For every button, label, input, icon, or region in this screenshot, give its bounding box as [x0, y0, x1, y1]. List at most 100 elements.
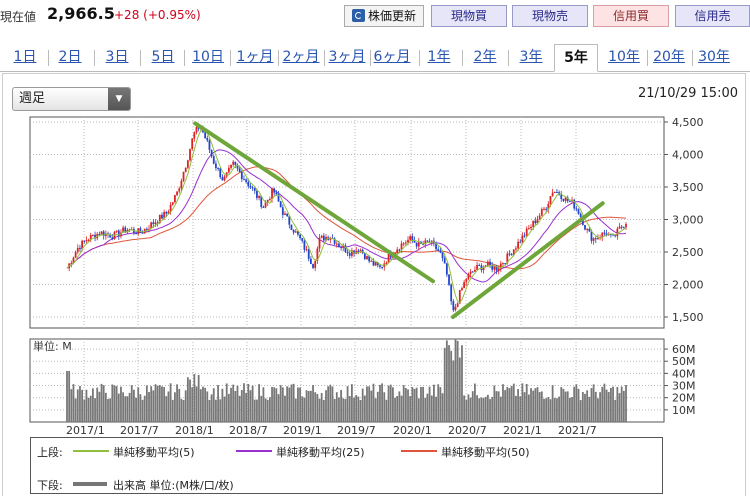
volume-bar — [178, 388, 181, 422]
candle-body — [486, 261, 489, 266]
candle-body — [601, 232, 604, 238]
candle-body — [372, 260, 375, 266]
volume-bar — [577, 388, 580, 422]
candle-body — [566, 197, 569, 202]
candle-body — [141, 232, 144, 234]
tab-period-10[interactable]: 2年 — [473, 49, 497, 65]
candle-body — [385, 262, 388, 264]
volume-bar — [284, 395, 286, 422]
candle-body — [206, 138, 209, 141]
volume-bar — [471, 391, 474, 422]
volume-bar — [83, 399, 86, 422]
candle-body — [387, 253, 390, 263]
volume-bar — [435, 396, 437, 422]
candle-body — [89, 234, 92, 240]
volume-bar — [294, 398, 297, 422]
volume-bar — [176, 384, 178, 422]
candle-body — [182, 171, 185, 181]
volume-bar — [368, 386, 371, 422]
candle-body — [564, 197, 567, 201]
volume-bar — [420, 386, 422, 422]
tab-period-9[interactable]: 1年 — [427, 49, 451, 65]
update-price-button[interactable]: 株価更新 — [344, 5, 424, 27]
volume-bar — [184, 390, 187, 422]
candle-body — [435, 243, 437, 250]
volume-bar — [512, 383, 515, 422]
volume-bar — [102, 385, 105, 422]
candle-body — [256, 190, 258, 198]
volume-bar — [273, 387, 276, 422]
volume-bar — [266, 399, 269, 422]
tab-period-8[interactable]: 6ヶ月 — [373, 49, 411, 65]
volume-bar — [331, 386, 334, 422]
volume-bar — [454, 338, 457, 422]
volume-bar — [148, 391, 150, 422]
spot-buy-button[interactable]: 現物買 — [431, 5, 507, 27]
candle-body — [417, 241, 420, 247]
volume-bar — [411, 386, 414, 422]
candle-body — [316, 248, 319, 262]
candle-body — [454, 306, 457, 311]
volume-bar — [448, 345, 450, 422]
volume-bar — [413, 388, 416, 422]
tab-period-7[interactable]: 3ヶ月 — [328, 49, 366, 65]
volume-bar — [452, 360, 455, 422]
volume-bar — [558, 396, 560, 422]
volume-bar — [422, 386, 425, 422]
volume-bar — [316, 393, 319, 422]
candle-body — [180, 180, 183, 189]
candle-body — [357, 250, 360, 253]
candle-body — [139, 228, 142, 233]
volume-bar — [357, 396, 360, 422]
volume-bar — [340, 389, 343, 422]
interval-select[interactable]: 週足 ▼ — [12, 87, 131, 111]
candle-body — [161, 214, 163, 219]
candle-body — [508, 253, 511, 255]
volume-bar — [329, 384, 332, 422]
tab-period-1[interactable]: 2日 — [58, 49, 82, 65]
volume-bar — [521, 383, 524, 422]
volume-bar — [392, 387, 394, 422]
volume-bar — [486, 394, 489, 422]
margin-sell-button[interactable]: 信用売 — [675, 5, 750, 27]
tab-period-4[interactable]: 10日 — [192, 49, 224, 65]
volume-bar — [167, 391, 170, 422]
tab-period-13[interactable]: 10年 — [608, 49, 640, 65]
candle-body — [299, 234, 301, 239]
candle-body — [581, 216, 584, 225]
margin-buy-button[interactable]: 信用買 — [593, 5, 669, 27]
volume-bar — [182, 400, 185, 422]
candle-body — [163, 211, 166, 219]
volume-bar — [221, 388, 224, 422]
volume-bar — [605, 389, 608, 422]
volume-bar — [499, 396, 502, 422]
candle-body — [603, 232, 606, 234]
tab-period-5[interactable]: 1ヶ月 — [236, 49, 274, 65]
tab-period-6[interactable]: 2ヶ月 — [282, 49, 320, 65]
candle-body — [288, 216, 291, 225]
candle-body — [148, 228, 150, 230]
candle-body — [530, 226, 532, 229]
tab-period-11[interactable]: 3年 — [519, 49, 543, 65]
spot-sell-button[interactable]: 現物売 — [512, 5, 588, 27]
volume-bar — [346, 386, 349, 422]
tab-period-0[interactable]: 1日 — [13, 49, 37, 65]
legend-volume: 出来高 単位:(M株/口/枚) — [113, 479, 234, 492]
candle-body — [504, 263, 507, 265]
candle-body — [210, 149, 213, 157]
volume-bar — [76, 389, 79, 422]
candle-body — [525, 228, 528, 237]
tab-period-15[interactable]: 30年 — [698, 49, 730, 65]
tab-period-2[interactable]: 3日 — [105, 49, 129, 65]
volume-bar — [122, 392, 125, 422]
candle-body — [219, 168, 222, 178]
volume-bar — [309, 390, 312, 422]
tab-separator — [418, 50, 420, 66]
volume-bar — [571, 397, 573, 422]
tab-period-14[interactable]: 20年 — [653, 49, 685, 65]
volume-bar — [601, 386, 604, 422]
tab-period-12[interactable]: 5年 — [554, 44, 598, 72]
tab-period-3[interactable]: 5日 — [151, 49, 175, 65]
volume-bar — [303, 397, 306, 422]
legend-ma50-swatch — [401, 450, 437, 452]
